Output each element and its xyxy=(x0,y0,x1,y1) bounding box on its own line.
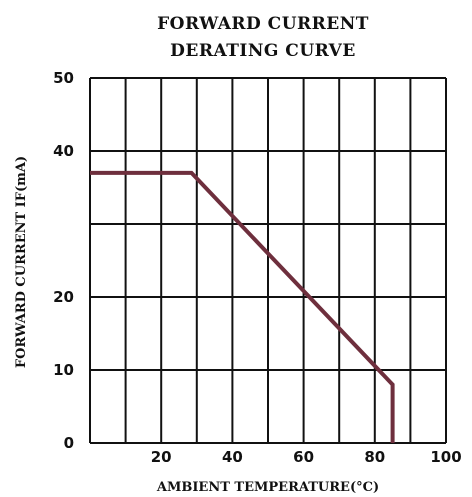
x-tick-label: 80 xyxy=(364,448,385,466)
x-tick-label: 40 xyxy=(222,448,243,466)
chart-title-line-2: DERATING CURVE xyxy=(170,41,356,61)
plot-area xyxy=(90,170,395,443)
y-tick-label: 50 xyxy=(53,69,74,87)
y-tick-labels: 0 10 20 40 50 xyxy=(53,69,74,452)
y-tick-label: 20 xyxy=(53,288,74,306)
x-tick-labels: 20 40 60 80 100 xyxy=(151,448,462,466)
x-tick-label: 100 xyxy=(430,448,461,466)
y-axis-label: FORWARD CURRENT IF(mA) xyxy=(14,156,29,368)
y-tick-label: 0 xyxy=(64,434,74,452)
chart-title-line-1: FORWARD CURRENT xyxy=(157,14,369,34)
derating-curve-line xyxy=(90,170,395,443)
x-tick-label: 60 xyxy=(293,448,314,466)
grid xyxy=(89,77,447,444)
x-axis-label: AMBIENT TEMPERATURE(°C) xyxy=(156,480,379,495)
x-tick-label: 20 xyxy=(151,448,172,466)
y-tick-label: 40 xyxy=(53,142,74,160)
y-tick-label: 10 xyxy=(53,361,74,379)
